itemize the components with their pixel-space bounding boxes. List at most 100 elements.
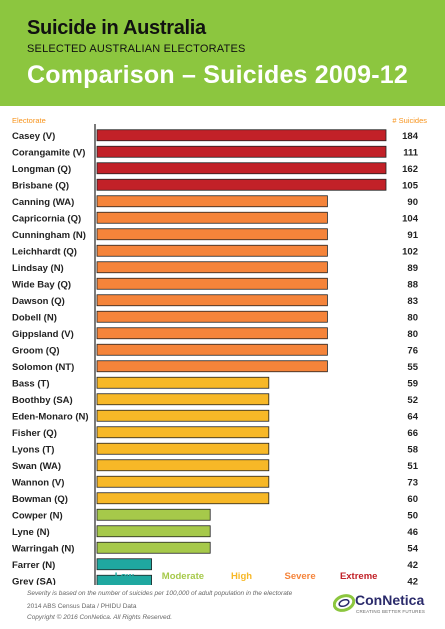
- category-label: Bass (T): [12, 378, 49, 389]
- suicide-count-label: 184: [402, 131, 419, 142]
- category-label: Cunningham (N): [12, 230, 86, 241]
- suicide-count-label: 50: [407, 510, 418, 521]
- category-label: Bowman (Q): [12, 494, 68, 505]
- bar: [96, 492, 270, 505]
- bar: [96, 261, 328, 274]
- suicide-count-label: 162: [402, 164, 418, 175]
- category-label: Gippsland (V): [12, 329, 74, 340]
- suicide-count-label: 88: [407, 279, 418, 290]
- bar: [96, 459, 270, 472]
- category-label: Wide Bay (Q): [12, 279, 71, 290]
- severity-note: Severity is based on the number of suici…: [27, 590, 293, 597]
- category-label: Corangamite (V): [12, 147, 85, 158]
- bar: [96, 558, 152, 571]
- logo-name: ConNetica: [355, 592, 425, 608]
- suicide-count-label: 80: [407, 329, 418, 340]
- bar: [96, 162, 387, 175]
- header-title: Suicide in Australia: [27, 17, 206, 39]
- suicide-count-label: 42: [407, 560, 418, 571]
- suicide-count-label: 105: [402, 180, 419, 191]
- bar: [96, 475, 270, 488]
- bar: [96, 343, 328, 356]
- category-label: Lyons (T): [12, 444, 54, 455]
- suicide-count-label: 83: [407, 296, 418, 307]
- suicide-count-label: 89: [407, 263, 418, 274]
- header-subtitle: SELECTED AUSTRALIAN ELECTORATES: [27, 43, 246, 55]
- category-label: Wannon (V): [12, 477, 64, 488]
- category-label: Lindsay (N): [12, 263, 64, 274]
- category-label: Fisher (Q): [12, 428, 57, 439]
- bar: [96, 393, 270, 406]
- bar: [96, 376, 270, 389]
- severity-legend-label: Extreme: [340, 571, 378, 582]
- bar: [96, 360, 328, 373]
- severity-legend-label: Severe: [285, 571, 316, 582]
- bar: [96, 129, 387, 142]
- bar: [96, 178, 387, 191]
- suicide-count-label: 91: [407, 230, 418, 241]
- category-label: Grey (SA): [12, 576, 56, 585]
- category-label: Warringah (N): [12, 543, 74, 554]
- category-label: Casey (V): [12, 131, 55, 142]
- bar: [96, 442, 270, 455]
- category-label: Dobell (N): [12, 312, 57, 323]
- severity-legend-label: High: [231, 571, 252, 582]
- bar: [96, 525, 211, 538]
- bar: [96, 409, 270, 422]
- suicide-count-label: 66: [407, 428, 418, 439]
- bar: [96, 228, 328, 241]
- connetica-swirl-icon: [333, 594, 355, 612]
- bar: [96, 145, 387, 158]
- connetica-logo: ConNetica CREATING BETTER FUTURES: [333, 590, 433, 620]
- suicide-count-label: 42: [407, 576, 418, 585]
- chart-title: Comparison – Suicides 2009-12: [27, 61, 408, 89]
- copyright-note: Copyright © 2016 ConNetica. All Rights R…: [27, 614, 173, 621]
- suicide-count-label: 54: [407, 543, 418, 554]
- bar: [96, 541, 211, 554]
- bar: [96, 195, 328, 208]
- bar: [96, 508, 211, 521]
- bar: [96, 574, 152, 585]
- category-label: Canning (WA): [12, 197, 74, 208]
- source-note: 2014 ABS Census Data / PHIDU Data: [27, 603, 137, 610]
- category-label: Solomon (NT): [12, 362, 74, 373]
- suicide-count-label: 59: [407, 378, 418, 389]
- suicide-count-label: 64: [407, 411, 418, 422]
- severity-legend-label: Moderate: [162, 571, 204, 582]
- category-label: Longman (Q): [12, 164, 71, 175]
- bar: [96, 211, 328, 224]
- bar: [96, 244, 328, 257]
- suicide-count-label: 80: [407, 312, 418, 323]
- category-label: Dawson (Q): [12, 296, 65, 307]
- bar: [96, 327, 328, 340]
- category-label: Eden-Monaro (N): [12, 411, 89, 422]
- logo-tagline: CREATING BETTER FUTURES: [356, 609, 426, 614]
- suicide-count-label: 102: [402, 246, 418, 257]
- electorate-column-header: Electorate: [12, 116, 46, 125]
- suicide-count-label: 52: [407, 395, 418, 406]
- bar: [96, 310, 328, 323]
- bar: [96, 277, 328, 290]
- header-banner: Suicide in Australia SELECTED AUSTRALIAN…: [0, 0, 445, 106]
- suicide-count-label: 111: [403, 147, 419, 158]
- category-label: Capricornia (Q): [12, 213, 81, 224]
- suicide-count-label: 90: [407, 197, 418, 208]
- suicide-count-label: 73: [407, 477, 418, 488]
- category-label: Farrer (N): [12, 560, 55, 571]
- category-label: Groom (Q): [12, 345, 60, 356]
- suicide-count-label: 46: [407, 527, 418, 538]
- category-label: Swan (WA): [12, 461, 61, 472]
- suicide-count-label: 58: [407, 444, 418, 455]
- suicide-count-label: 104: [402, 213, 419, 224]
- category-label: Leichhardt (Q): [12, 246, 77, 257]
- suicide-count-label: 60: [407, 494, 418, 505]
- suicides-column-header: # Suicides: [392, 116, 427, 125]
- bar: [96, 426, 270, 439]
- category-label: Boothby (SA): [12, 395, 73, 406]
- suicide-count-label: 55: [407, 362, 418, 373]
- suicide-count-label: 76: [407, 345, 418, 356]
- suicide-count-label: 51: [407, 461, 418, 472]
- bar-chart: Casey (V) 184 Corangamite (V) 111 Longman (Q…: [12, 124, 419, 585]
- severity-legend-label: Low: [115, 571, 135, 582]
- category-label: Cowper (N): [12, 510, 63, 521]
